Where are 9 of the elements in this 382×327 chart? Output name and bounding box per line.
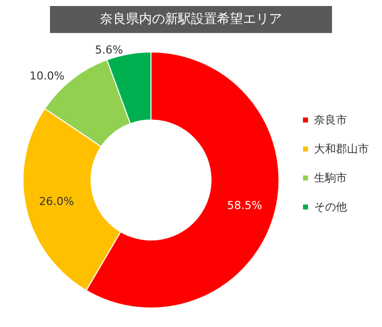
legend-label: その他 [314, 200, 347, 214]
data-label: 58.5% [227, 198, 262, 212]
legend-label: 奈良市 [314, 114, 347, 126]
data-label: 26.0% [38, 195, 74, 208]
data-label: 5.6% [94, 44, 123, 57]
chart-title: 奈良県内の新駅設置希望エリア [100, 12, 282, 27]
legend-label: 生駒市 [314, 172, 347, 184]
data-label: 10.0% [30, 70, 65, 83]
legend-label: 大和郡山市 [314, 142, 369, 156]
